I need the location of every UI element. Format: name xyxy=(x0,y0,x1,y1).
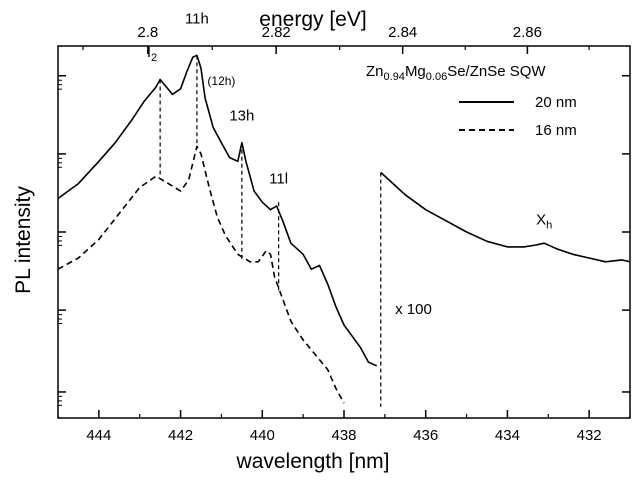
legend-label-20nm: 20 nm xyxy=(535,94,577,111)
x-tick-label: 440 xyxy=(250,427,275,444)
x2-axis-title: energy [eV] xyxy=(259,8,366,31)
peak-label: 13h xyxy=(229,107,254,124)
x-axis-title: wavelength [nm] xyxy=(236,450,390,473)
series-line-20nm xyxy=(57,54,378,367)
x2-tick-label: 2.8 xyxy=(137,24,158,41)
peak-label: 11l xyxy=(269,171,288,188)
x2-tick-label: 2.82 xyxy=(262,24,291,41)
peak-annotations: I2 11h (12h) 13h 11l x 100 Xh xyxy=(147,11,552,318)
peak-label: I2 xyxy=(147,44,157,64)
peak-marker-lines xyxy=(159,55,382,407)
series-line-16nm xyxy=(57,145,345,404)
legend-title: Zn0.94Mg0.06Se/ZnSe SQW xyxy=(366,63,546,83)
x-tick-label: 438 xyxy=(331,427,356,444)
x2-tick-label: 2.84 xyxy=(388,24,417,41)
x-tick-label: 432 xyxy=(577,427,602,444)
x-tick-label: 434 xyxy=(495,427,520,444)
series-line-x100 xyxy=(380,171,631,263)
x-tick-label: 442 xyxy=(168,427,193,444)
x-tick-label: 444 xyxy=(86,427,111,444)
peak-label: x 100 xyxy=(395,301,432,318)
legend-label-16nm: 16 nm xyxy=(535,122,577,139)
y-axis-title: PL intensity xyxy=(12,186,35,294)
legend: Zn0.94Mg0.06Se/ZnSe SQW 20 nm 16 nm xyxy=(366,63,577,139)
peak-label: 11h xyxy=(185,11,209,28)
peak-label: (12h) xyxy=(207,74,235,88)
axis-ticks: 444 442 440 438 436 434 432 2.8 2.82 2.84 2.86 xyxy=(57,24,631,444)
x2-tick-label: 2.86 xyxy=(513,24,542,41)
x-tick-label: 436 xyxy=(413,427,438,444)
peak-label: Xh xyxy=(536,212,552,232)
series-lines xyxy=(57,54,631,404)
